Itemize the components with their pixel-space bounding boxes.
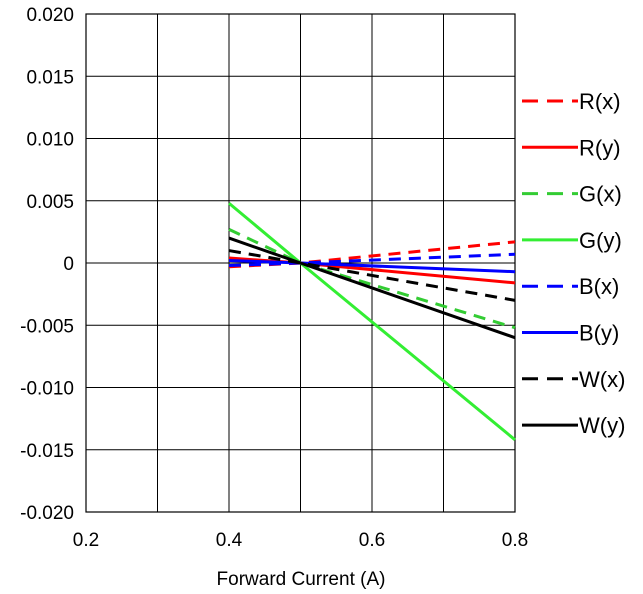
y-tick-labels: 0.020 0.015 0.010 0.005 0 -0.005 -0.010 -0.015 -… xyxy=(20,5,74,524)
y-tick-label: 0.005 xyxy=(26,192,74,213)
y-tick-label: 0.020 xyxy=(26,5,74,26)
legend-label: R(x) xyxy=(579,89,621,114)
legend-label: B(x) xyxy=(579,274,619,299)
plot-frame xyxy=(85,13,516,513)
x-tick-label: 0.2 xyxy=(73,530,99,551)
series-line-gx xyxy=(228,228,516,330)
x-tick-label: 0.6 xyxy=(359,530,385,551)
x-tick-labels: 0.2 0.4 0.6 0.8 xyxy=(73,530,528,551)
legend-label: R(y) xyxy=(579,135,621,160)
y-tick-label: -0.005 xyxy=(20,316,74,337)
legend-label: W(x) xyxy=(579,367,625,392)
series-lines xyxy=(228,202,516,441)
legend-label: B(y) xyxy=(579,321,619,346)
legend-label: W(y) xyxy=(579,413,625,438)
y-tick-label: -0.010 xyxy=(20,379,74,400)
y-tick-label: 0.015 xyxy=(26,67,74,88)
legend: R(x) R(y) G(x) G(y) B(x) B(y) W(x) W(y) xyxy=(522,89,625,438)
x-tick-label: 0.4 xyxy=(216,530,243,551)
y-tick-label: 0.010 xyxy=(26,130,74,151)
legend-label: G(x) xyxy=(579,182,622,207)
series-line-wx xyxy=(228,249,516,302)
legend-label: G(y) xyxy=(579,228,622,253)
y-tick-label: -0.015 xyxy=(20,441,74,462)
y-tick-label: -0.020 xyxy=(20,503,74,524)
x-tick-label: 0.8 xyxy=(502,530,528,551)
x-axis-label: Forward Current (A) xyxy=(217,569,386,590)
series-line-wy xyxy=(228,236,516,340)
y-tick-label: 0 xyxy=(63,254,74,275)
plot-border xyxy=(85,13,516,513)
